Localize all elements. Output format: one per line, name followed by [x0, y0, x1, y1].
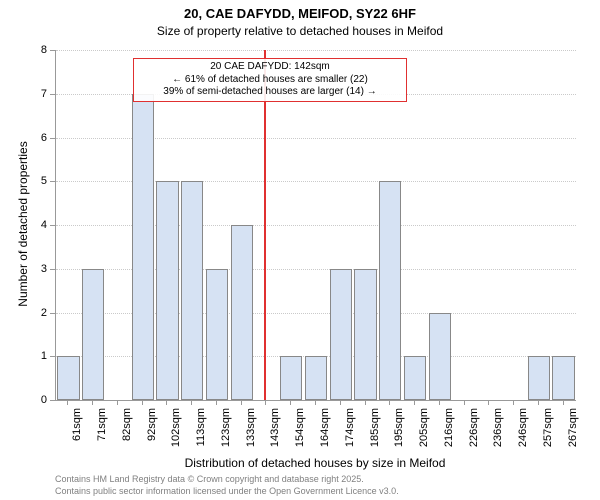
xtick-mark [290, 400, 291, 405]
ytick-label: 5 [27, 175, 47, 187]
annotation-line: ← 61% of detached houses are smaller (22… [140, 74, 400, 87]
bar [82, 269, 104, 400]
xtick-label: 123sqm [220, 408, 232, 458]
ytick-label: 1 [27, 350, 47, 362]
xtick-mark [563, 400, 564, 405]
annotation-box: 20 CAE DAFYDD: 142sqm← 61% of detached h… [133, 58, 407, 102]
xtick-mark [315, 400, 316, 405]
bar [156, 181, 178, 400]
xtick-mark [265, 400, 266, 405]
ytick-mark [50, 138, 55, 139]
xtick-label: 216sqm [443, 408, 455, 458]
ytick-mark [50, 225, 55, 226]
xtick-label: 226sqm [468, 408, 480, 458]
xtick-mark [488, 400, 489, 405]
ytick-mark [50, 313, 55, 314]
annotation-line: 39% of semi-detached houses are larger (… [140, 86, 400, 99]
xtick-mark [191, 400, 192, 405]
xtick-label: 164sqm [319, 408, 331, 458]
xtick-mark [166, 400, 167, 405]
ytick-mark [50, 94, 55, 95]
chart-title: 20, CAE DAFYDD, MEIFOD, SY22 6HF [0, 6, 600, 21]
marker-line [264, 50, 266, 400]
ytick-label: 6 [27, 132, 47, 144]
xtick-label: 71sqm [96, 408, 108, 458]
bar [181, 181, 203, 400]
xtick-mark [389, 400, 390, 405]
xtick-label: 174sqm [344, 408, 356, 458]
ytick-mark [50, 50, 55, 51]
xtick-mark [241, 400, 242, 405]
xtick-label: 154sqm [294, 408, 306, 458]
xtick-mark [414, 400, 415, 405]
bar [354, 269, 376, 400]
bar [379, 181, 401, 400]
bar [404, 356, 426, 400]
gridline [56, 50, 576, 51]
xtick-label: 92sqm [146, 408, 158, 458]
ytick-label: 2 [27, 307, 47, 319]
bar [231, 225, 253, 400]
annotation-line: 20 CAE DAFYDD: 142sqm [140, 61, 400, 74]
plot-area [55, 50, 576, 401]
xtick-mark [117, 400, 118, 405]
xtick-label: 246sqm [517, 408, 529, 458]
xtick-mark [538, 400, 539, 405]
ytick-label: 0 [27, 394, 47, 406]
ytick-label: 8 [27, 44, 47, 56]
bar [429, 313, 451, 401]
xtick-label: 236sqm [492, 408, 504, 458]
xtick-mark [513, 400, 514, 405]
xtick-label: 143sqm [269, 408, 281, 458]
xtick-mark [365, 400, 366, 405]
xtick-label: 61sqm [71, 408, 83, 458]
ytick-mark [50, 269, 55, 270]
bar [305, 356, 327, 400]
ytick-label: 4 [27, 219, 47, 231]
bar [57, 356, 79, 400]
ytick-label: 7 [27, 88, 47, 100]
bar [132, 94, 154, 400]
bar [206, 269, 228, 400]
bar [280, 356, 302, 400]
xtick-mark [142, 400, 143, 405]
bar [552, 356, 574, 400]
credits-line1: Contains HM Land Registry data © Crown c… [55, 474, 399, 486]
xtick-mark [216, 400, 217, 405]
xtick-mark [439, 400, 440, 405]
xtick-label: 257sqm [542, 408, 554, 458]
credits: Contains HM Land Registry data © Crown c… [55, 474, 399, 497]
x-axis-label: Distribution of detached houses by size … [55, 456, 575, 470]
bar [528, 356, 550, 400]
xtick-label: 113sqm [195, 408, 207, 458]
xtick-label: 102sqm [170, 408, 182, 458]
ytick-mark [50, 356, 55, 357]
credits-line2: Contains public sector information licen… [55, 486, 399, 498]
chart-container: 20, CAE DAFYDD, MEIFOD, SY22 6HF Size of… [0, 0, 600, 500]
xtick-label: 195sqm [393, 408, 405, 458]
bar [330, 269, 352, 400]
xtick-label: 82sqm [121, 408, 133, 458]
ytick-mark [50, 181, 55, 182]
chart-subtitle: Size of property relative to detached ho… [0, 24, 600, 38]
xtick-label: 185sqm [369, 408, 381, 458]
xtick-mark [464, 400, 465, 405]
xtick-label: 133sqm [245, 408, 257, 458]
xtick-label: 267sqm [567, 408, 579, 458]
xtick-mark [340, 400, 341, 405]
ytick-label: 3 [27, 263, 47, 275]
xtick-mark [92, 400, 93, 405]
xtick-label: 205sqm [418, 408, 430, 458]
ytick-mark [50, 400, 55, 401]
xtick-mark [67, 400, 68, 405]
